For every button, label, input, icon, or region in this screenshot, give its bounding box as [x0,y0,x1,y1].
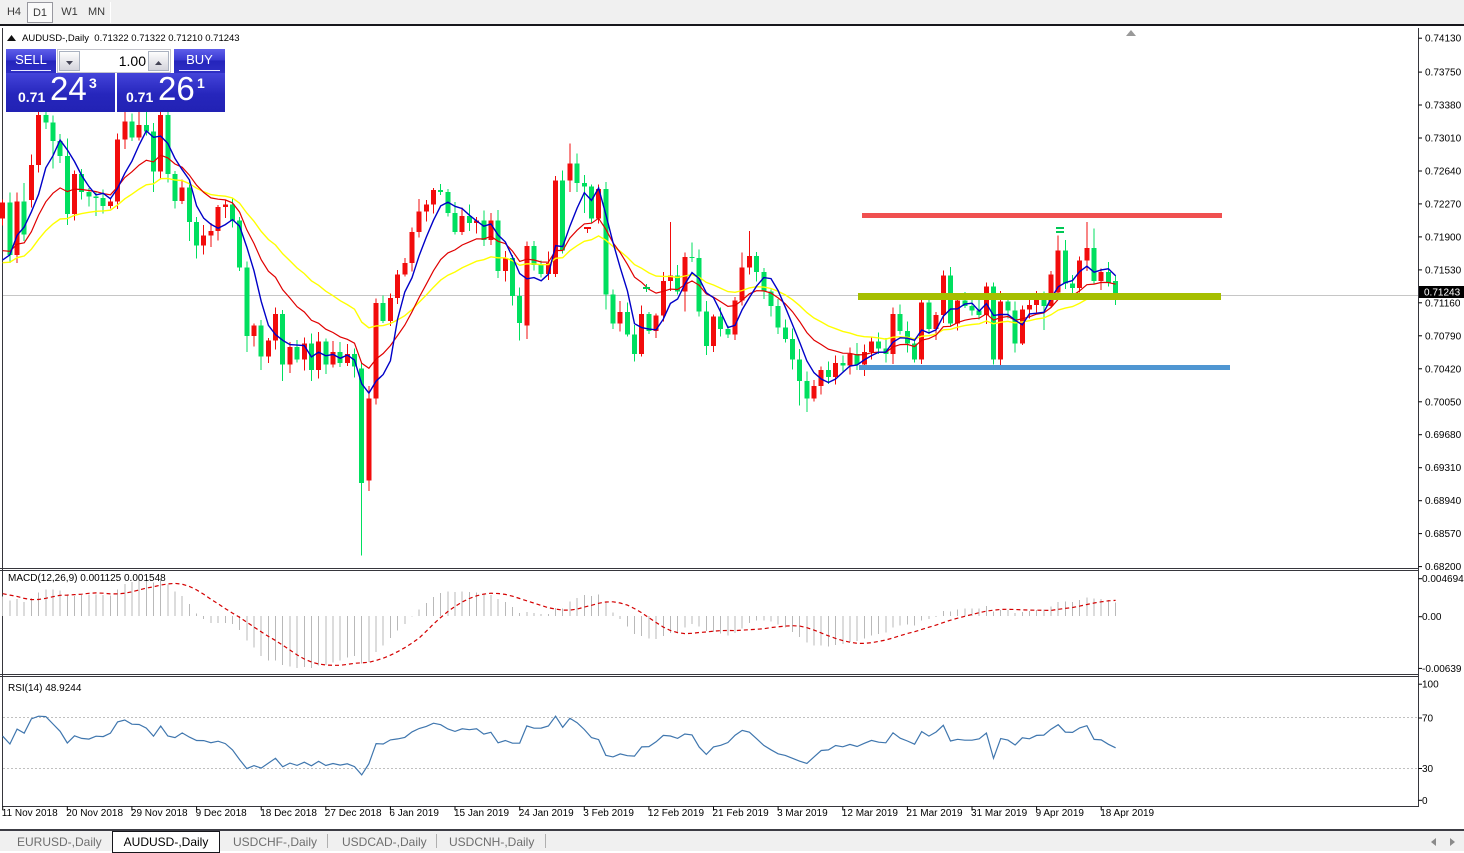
svg-text:3 Feb 2019: 3 Feb 2019 [583,808,634,819]
svg-text:MACD(12,26,9) 0.001125 0.00154: MACD(12,26,9) 0.001125 0.001548 [8,573,166,584]
svg-text:15 Jan 2019: 15 Jan 2019 [454,808,509,819]
svg-text:30: 30 [1422,764,1434,775]
svg-text:0.72270: 0.72270 [1425,199,1462,210]
svg-text:70: 70 [1422,714,1434,725]
svg-text:0.68570: 0.68570 [1425,529,1462,540]
svg-text:24 Jan 2019: 24 Jan 2019 [519,808,574,819]
svg-text:0.71160: 0.71160 [1425,298,1461,309]
svg-text:3 Mar 2019: 3 Mar 2019 [777,808,828,819]
svg-text:0.70050: 0.70050 [1425,397,1462,408]
svg-text:0.71900: 0.71900 [1425,232,1462,243]
svg-text:0.72640: 0.72640 [1425,167,1462,178]
svg-text:0.68200: 0.68200 [1425,562,1462,573]
svg-text:12 Feb 2019: 12 Feb 2019 [648,808,705,819]
svg-text:12 Mar 2019: 12 Mar 2019 [842,808,899,819]
svg-text:0.69680: 0.69680 [1425,430,1462,441]
svg-text:AUDUSD-,Daily 0.71322 0.71322: AUDUSD-,Daily 0.71322 0.71322 0.71210 0.… [22,33,240,44]
svg-text:9 Dec 2018: 9 Dec 2018 [196,808,248,819]
svg-text:9 Apr 2019: 9 Apr 2019 [1036,808,1085,819]
svg-text:21 Mar 2019: 21 Mar 2019 [906,808,963,819]
svg-text:100: 100 [1422,680,1439,691]
svg-text:RSI(14) 48.9244: RSI(14) 48.9244 [8,683,82,694]
svg-text:-0.00639: -0.00639 [1422,664,1462,675]
svg-text:0.71530: 0.71530 [1425,265,1462,276]
svg-text:0.70790: 0.70790 [1425,331,1462,342]
svg-text:18 Dec 2018: 18 Dec 2018 [260,808,317,819]
svg-text:29 Nov 2018: 29 Nov 2018 [131,808,188,819]
svg-text:0.68940: 0.68940 [1425,496,1462,507]
svg-text:0.00: 0.00 [1422,612,1442,623]
svg-text:20 Nov 2018: 20 Nov 2018 [66,808,123,819]
svg-text:27 Dec 2018: 27 Dec 2018 [325,808,382,819]
svg-text:0.69310: 0.69310 [1425,463,1462,474]
svg-text:0.71243: 0.71243 [1424,288,1461,299]
svg-text:0: 0 [1422,796,1428,807]
svg-text:0.004694: 0.004694 [1422,574,1464,585]
svg-text:0.70420: 0.70420 [1425,364,1462,375]
svg-text:0.74130: 0.74130 [1425,34,1462,45]
svg-text:0.73750: 0.73750 [1425,68,1462,79]
svg-text:0.73380: 0.73380 [1425,101,1462,112]
svg-text:18 Apr 2019: 18 Apr 2019 [1100,808,1154,819]
svg-text:6 Jan 2019: 6 Jan 2019 [389,808,439,819]
svg-text:21 Feb 2019: 21 Feb 2019 [713,808,770,819]
svg-text:31 Mar 2019: 31 Mar 2019 [971,808,1028,819]
svg-text:11 Nov 2018: 11 Nov 2018 [2,808,58,819]
svg-text:0.73010: 0.73010 [1425,134,1462,145]
